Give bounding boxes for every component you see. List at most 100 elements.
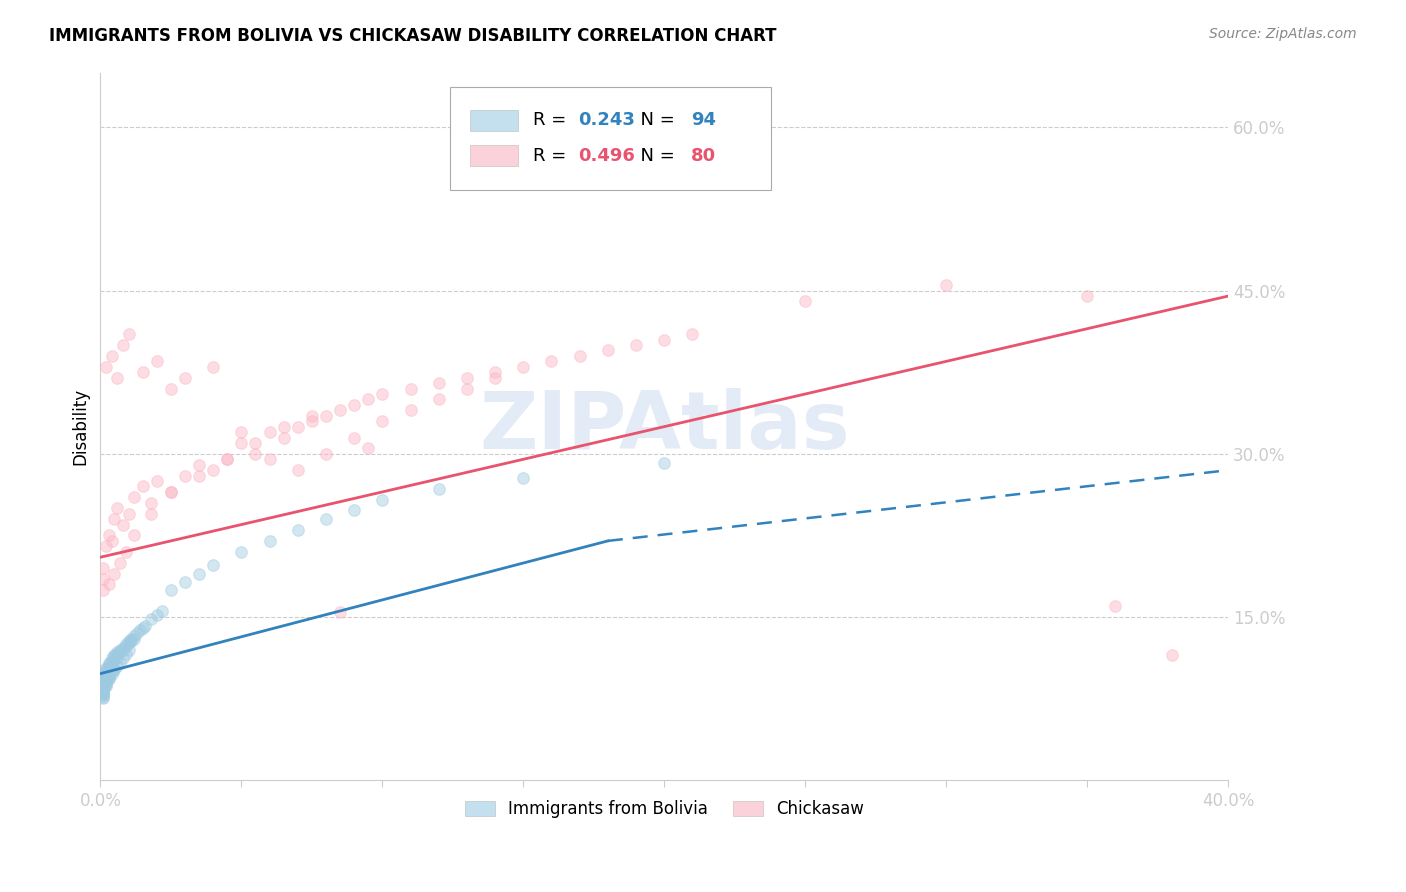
Point: [91, 561, 114, 575]
Point: [90, 683, 112, 698]
Point: [273, 430, 295, 444]
Point: [935, 278, 957, 293]
Point: [117, 507, 139, 521]
Point: [97, 659, 120, 673]
Point: [371, 492, 394, 507]
Point: [91, 679, 114, 693]
Point: [100, 666, 122, 681]
Text: 94: 94: [692, 112, 716, 129]
Point: [91, 680, 114, 694]
Point: [100, 651, 122, 665]
Point: [94, 662, 117, 676]
Point: [456, 382, 478, 396]
Point: [91, 684, 114, 698]
Point: [231, 545, 253, 559]
Point: [287, 419, 309, 434]
FancyBboxPatch shape: [470, 145, 517, 166]
Point: [114, 637, 136, 651]
Point: [217, 452, 239, 467]
Point: [97, 660, 120, 674]
Point: [91, 670, 114, 684]
Point: [131, 365, 153, 379]
Point: [117, 634, 139, 648]
Point: [160, 484, 183, 499]
Point: [202, 463, 225, 477]
Point: [301, 414, 323, 428]
Text: R =: R =: [533, 147, 572, 165]
Point: [652, 456, 675, 470]
Point: [91, 686, 114, 700]
Point: [357, 392, 380, 407]
Point: [139, 612, 162, 626]
Point: [93, 665, 115, 680]
Point: [343, 503, 366, 517]
Point: [117, 642, 139, 657]
Point: [91, 681, 114, 695]
Point: [231, 425, 253, 439]
Point: [131, 479, 153, 493]
Text: 0.496: 0.496: [578, 147, 636, 165]
Point: [91, 681, 114, 695]
Point: [91, 689, 114, 703]
Point: [120, 634, 142, 648]
Point: [94, 676, 117, 690]
Text: ZIPAtlas: ZIPAtlas: [479, 388, 849, 466]
Point: [103, 662, 125, 676]
Point: [94, 359, 117, 374]
Point: [97, 672, 120, 686]
Point: [114, 647, 136, 661]
Point: [97, 669, 120, 683]
Point: [160, 382, 183, 396]
Point: [484, 370, 506, 384]
Point: [103, 648, 125, 662]
Point: [105, 370, 128, 384]
Point: [357, 442, 380, 456]
Point: [188, 468, 211, 483]
Point: [794, 294, 817, 309]
Point: [202, 359, 225, 374]
Text: N =: N =: [630, 147, 681, 165]
Point: [512, 471, 534, 485]
Point: [174, 468, 197, 483]
Point: [117, 636, 139, 650]
Point: [174, 575, 197, 590]
Point: [94, 670, 117, 684]
Point: [111, 651, 134, 665]
Point: [245, 436, 267, 450]
Point: [117, 327, 139, 342]
Point: [111, 642, 134, 657]
Point: [105, 647, 128, 661]
Point: [1076, 289, 1098, 303]
Point: [131, 621, 153, 635]
Point: [259, 425, 281, 439]
Point: [287, 463, 309, 477]
Point: [682, 327, 704, 342]
Point: [145, 354, 167, 368]
Point: [652, 333, 675, 347]
Point: [139, 507, 162, 521]
Point: [94, 665, 117, 679]
Point: [91, 685, 114, 699]
Point: [540, 354, 562, 368]
Point: [100, 655, 122, 669]
Point: [111, 517, 134, 532]
Point: [160, 484, 183, 499]
Point: [122, 629, 145, 643]
FancyBboxPatch shape: [450, 87, 772, 190]
Point: [245, 447, 267, 461]
Point: [91, 686, 114, 700]
Point: [94, 661, 117, 675]
Point: [103, 649, 125, 664]
Point: [91, 669, 114, 683]
Point: [97, 667, 120, 681]
Point: [93, 673, 115, 688]
Point: [105, 659, 128, 673]
Point: [202, 558, 225, 572]
Point: [596, 343, 619, 358]
Legend: Immigrants from Bolivia, Chickasaw: Immigrants from Bolivia, Chickasaw: [458, 794, 870, 825]
Point: [105, 650, 128, 665]
Text: N =: N =: [630, 112, 681, 129]
Point: [103, 652, 125, 666]
Point: [301, 409, 323, 423]
Text: Source: ZipAtlas.com: Source: ZipAtlas.com: [1209, 27, 1357, 41]
